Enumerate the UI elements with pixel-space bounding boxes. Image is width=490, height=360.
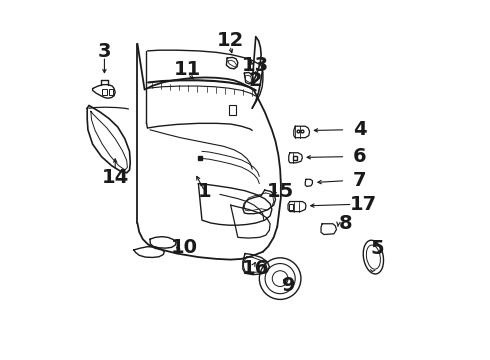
Text: 9: 9 <box>282 276 295 295</box>
Text: 4: 4 <box>353 120 367 139</box>
Text: 14: 14 <box>101 168 129 186</box>
Text: 13: 13 <box>242 56 269 75</box>
Bar <box>229 105 236 115</box>
Text: 17: 17 <box>350 195 377 214</box>
Text: 2: 2 <box>249 71 263 90</box>
Text: 1: 1 <box>198 182 212 201</box>
Bar <box>109 89 113 95</box>
Text: 11: 11 <box>174 60 201 79</box>
Text: 5: 5 <box>371 239 385 258</box>
Text: 7: 7 <box>353 171 367 190</box>
Text: 10: 10 <box>171 238 197 257</box>
Text: 6: 6 <box>353 147 367 166</box>
Text: 12: 12 <box>216 31 244 50</box>
Text: 8: 8 <box>339 214 352 233</box>
Text: 16: 16 <box>242 260 270 278</box>
Text: 3: 3 <box>98 42 111 61</box>
Bar <box>101 89 107 95</box>
Text: 15: 15 <box>267 182 294 201</box>
Bar <box>289 204 293 210</box>
